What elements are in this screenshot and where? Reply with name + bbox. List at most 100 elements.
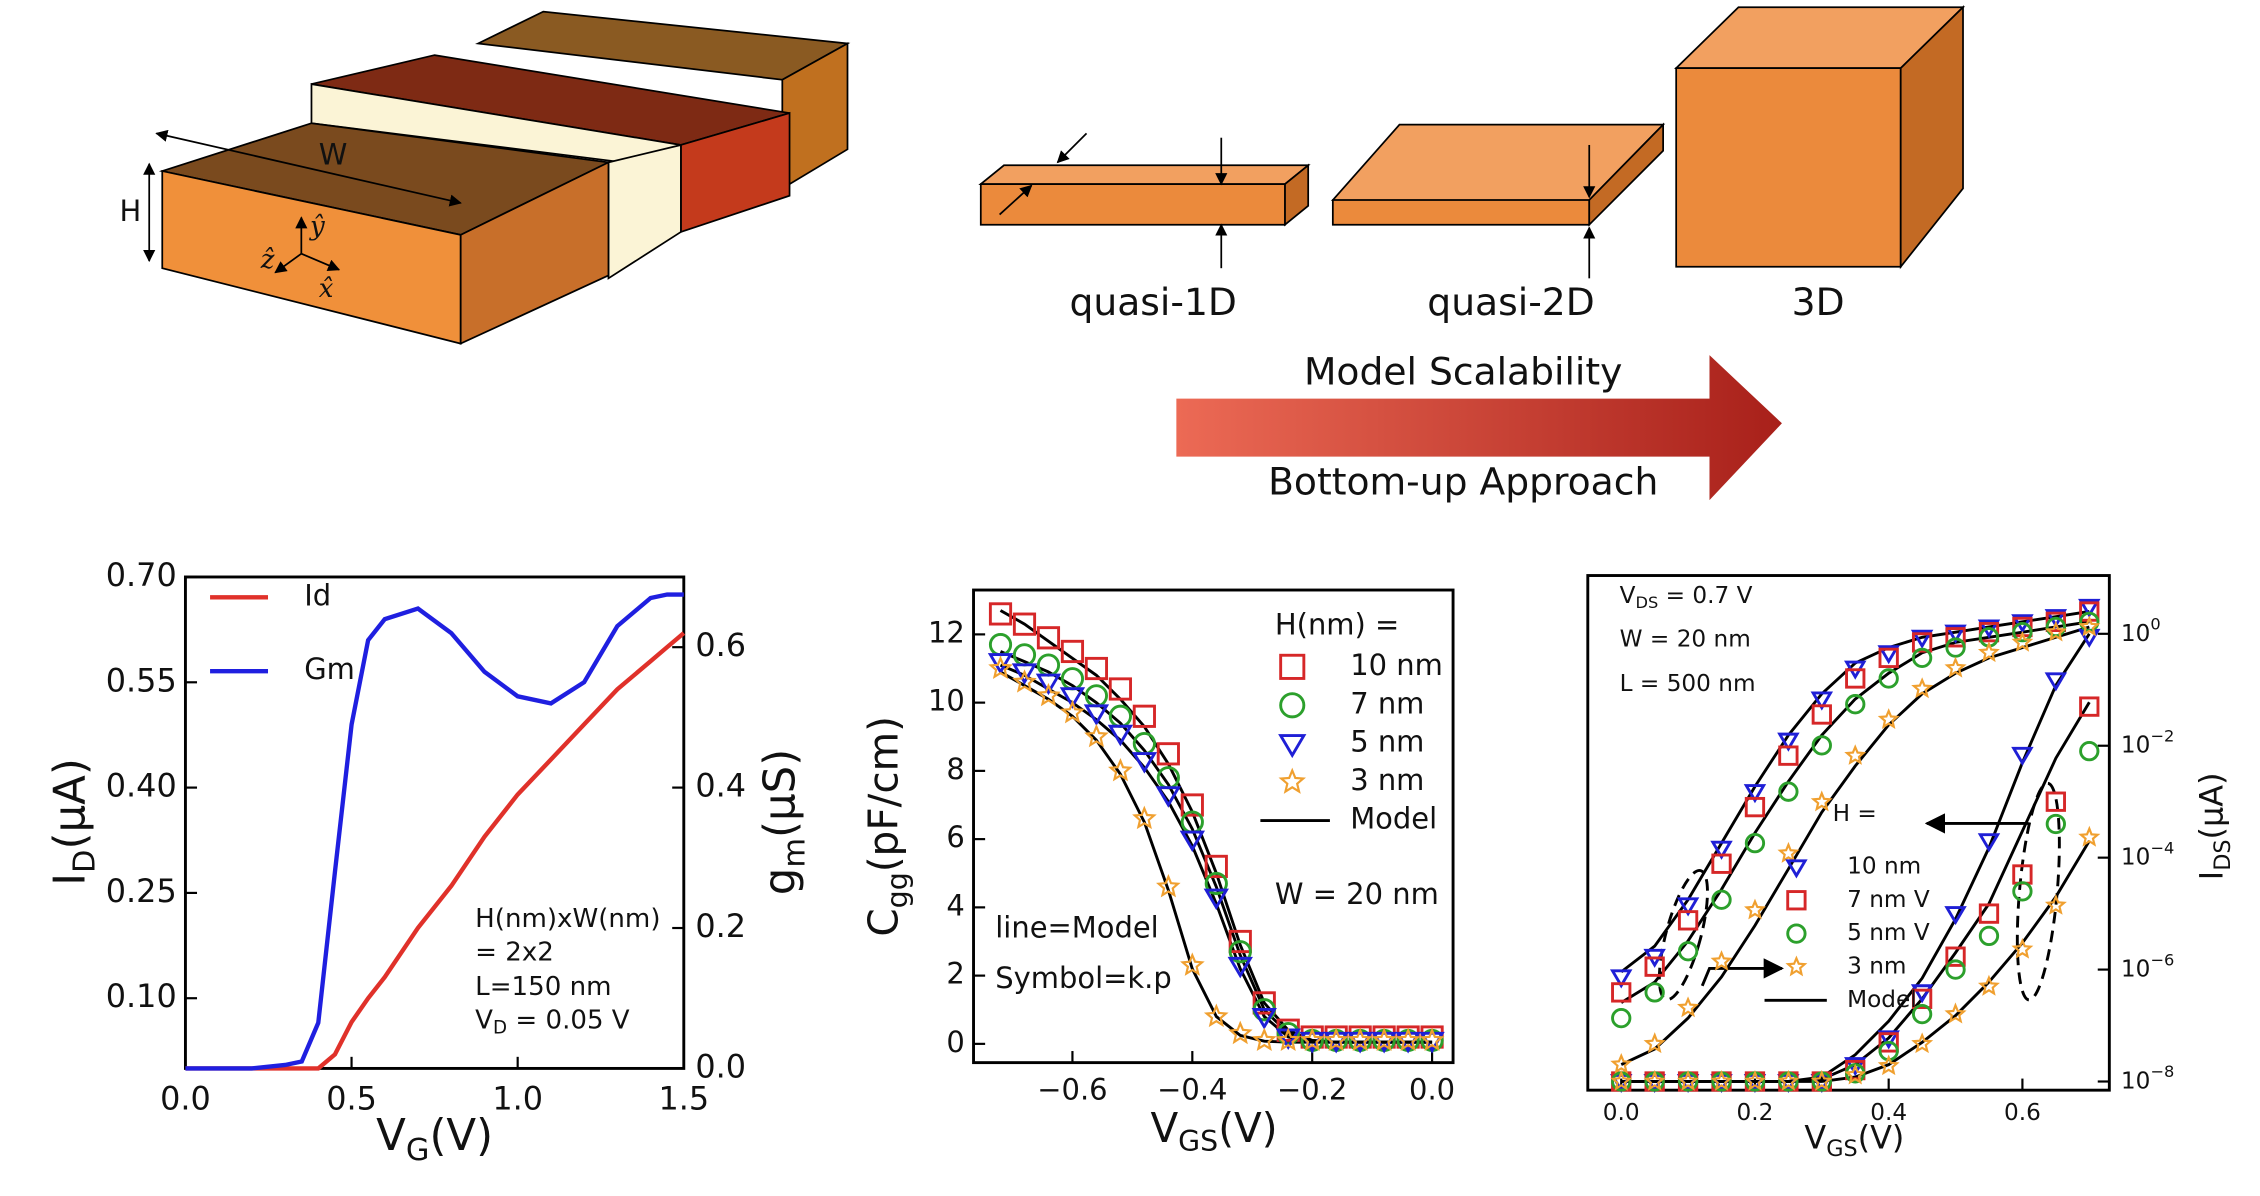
shape-label: 3D [1792, 280, 1845, 324]
legend-marker [1279, 653, 1306, 680]
legend-title: H(nm) = [1275, 607, 1399, 641]
marker [1810, 691, 1834, 711]
marker [1911, 647, 1933, 669]
marker [1204, 871, 1228, 896]
legend-label: Gm [304, 652, 355, 686]
tick-label: 0.10 [106, 977, 177, 1015]
slab-front [1331, 199, 1591, 226]
marker [1877, 1030, 1900, 1050]
legend-label: 3 nm [1847, 952, 1906, 979]
tick-label: 0.70 [106, 556, 177, 594]
marker [1911, 988, 1933, 1009]
y-axis-label-part: (μA) [45, 758, 95, 849]
marker [1060, 639, 1085, 664]
marker [1744, 832, 1766, 854]
legend-marker [1785, 955, 1808, 977]
marker [2078, 598, 2101, 618]
legend-label: 3 nm [1350, 763, 1424, 797]
marker [1910, 984, 1934, 1004]
marker [1844, 744, 1867, 765]
marker [1156, 873, 1181, 898]
annotation: Symbol=k.p [995, 961, 1172, 995]
marker [1610, 1069, 1633, 1091]
legend-label: 7 nm [1350, 686, 1424, 720]
annotation-part: D [493, 1017, 507, 1038]
dim-arrow [1056, 132, 1088, 164]
marker [2044, 672, 2068, 692]
annotation-part: = 0.7 V [1658, 581, 1752, 608]
marker [1878, 647, 1899, 669]
arrow-label: Bottom-up Approach [1268, 460, 1658, 504]
legend-label: 10 nm [1847, 852, 1921, 879]
legend-marker [1279, 692, 1306, 719]
marker [1610, 1053, 1633, 1074]
axis-y-label: ŷ [309, 212, 325, 242]
tick-label: 0.0 [1603, 1099, 1640, 1126]
marker [1777, 841, 1800, 863]
x-axis-label-part: V [1150, 1104, 1178, 1152]
marker [1084, 723, 1109, 748]
tick-label: 8 [946, 752, 964, 786]
marker [1203, 888, 1229, 911]
y-axis-label-part: (pF/cm) [860, 716, 908, 872]
tick-label: 10−6 [2121, 950, 2174, 982]
w-label: W [319, 138, 348, 172]
legend-label: Model [1350, 802, 1437, 836]
tick-label-part: −8 [2150, 1062, 2174, 1081]
legend-label: 10 nm [1350, 648, 1443, 682]
marker [2078, 825, 2101, 847]
marker [1131, 752, 1158, 774]
marker [1676, 897, 1700, 917]
marker [2011, 630, 2034, 652]
marker [1710, 1069, 1733, 1091]
tick-label-part: −4 [2150, 838, 2174, 857]
marker [1877, 708, 1900, 730]
marker [1204, 854, 1228, 879]
marker [1677, 910, 1699, 931]
marker [1711, 889, 1732, 910]
annotation-part: = 2x2 [475, 937, 554, 967]
axis-z-label: ẑ [260, 245, 275, 275]
tick-label-part: −2 [2150, 726, 2174, 745]
marker [1911, 632, 1933, 653]
marker [1944, 906, 1967, 926]
legend-label: 7 nm V [1847, 886, 1930, 913]
marker [1877, 645, 1900, 665]
marker [1155, 786, 1182, 808]
tick-label: 0.2 [695, 907, 746, 945]
marker [1643, 1032, 1666, 1054]
tick-label: 0.6 [695, 626, 746, 664]
marker [1156, 742, 1180, 766]
marker [1845, 694, 1866, 715]
marker [1644, 956, 1665, 977]
oxide-side [607, 143, 682, 280]
marker [1179, 830, 1205, 853]
marker [1108, 757, 1133, 782]
annotation-part: L=150 nm [475, 972, 611, 1002]
tick-label: 1.5 [658, 1079, 709, 1117]
annotation: H(nm)xW(nm) [475, 904, 660, 934]
annotation-part: W = 20 nm [1275, 877, 1439, 911]
legend-title: H = [1833, 800, 1877, 827]
marker [1227, 956, 1253, 979]
marker [1710, 950, 1733, 971]
y2-axis-label-part: (μS) [755, 749, 805, 838]
annotation-part: Symbol=k.p [995, 961, 1172, 995]
tick-label: 10 [928, 684, 965, 718]
x-axis-label-part: GS [1178, 1125, 1218, 1158]
marker [1371, 1027, 1397, 1051]
annotation-part: H(nm)xW(nm) [475, 904, 660, 934]
model-line [1620, 620, 2090, 1004]
scalability-arrow [1176, 355, 1782, 501]
tick-label: 0.40 [106, 767, 177, 805]
marker [1777, 732, 1800, 752]
wire-top [978, 164, 1311, 185]
y-axis-label-part: gg [881, 872, 914, 908]
marker [1252, 991, 1276, 1015]
tick-label: 2 [946, 957, 964, 991]
marker [1811, 704, 1832, 725]
marker [1911, 1003, 1933, 1025]
x-axis-label-part: (V) [1858, 1118, 1905, 1156]
tick-label: −0.4 [1157, 1073, 1227, 1107]
tick-label: 0.25 [106, 872, 177, 910]
